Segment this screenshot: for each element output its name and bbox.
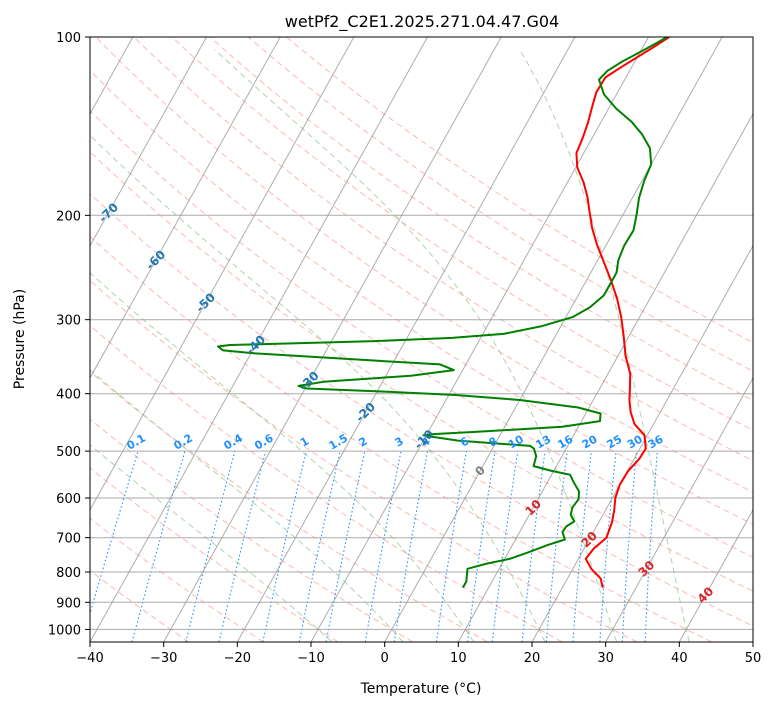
x-axis-ticks: −40 −30 −20 −10 0 10 20 30 40 50 — [76, 642, 761, 666]
mixing-ratio-line — [521, 451, 546, 642]
y-axis-ticks: 100 200 300 400 500 600 700 800 900 1000 — [48, 31, 90, 638]
mixing-ratio-line — [545, 451, 568, 642]
isotherm — [531, 244, 753, 642]
x-tick-label: 10 — [450, 651, 467, 666]
y-tick-label: 400 — [56, 388, 81, 403]
isotherm — [605, 376, 753, 642]
isotherm — [90, 37, 428, 642]
y-tick-label: 300 — [56, 314, 81, 329]
isotherm — [310, 37, 649, 642]
profile-lines — [217, 37, 670, 589]
x-axis-label: Temperature (°C) — [360, 681, 482, 697]
temperature-profile — [575, 37, 670, 588]
x-tick-label: −10 — [297, 651, 324, 666]
dry-adiabat — [90, 235, 712, 642]
dry-adiabat — [209, 37, 753, 401]
isobars — [90, 37, 753, 630]
y-tick-label: 700 — [56, 532, 81, 547]
y-tick-label: 800 — [56, 566, 81, 581]
dry-adiabats — [90, 37, 753, 642]
dry-adiabat — [90, 467, 339, 642]
mixing-ratio-line — [218, 450, 267, 642]
dry-adiabat — [247, 37, 753, 372]
x-tick-label: 0 — [381, 651, 389, 666]
dry-adiabat — [90, 69, 753, 525]
dry-adiabat — [90, 151, 753, 592]
mixing-ratio-line — [435, 451, 468, 642]
y-tick-label: 200 — [56, 209, 81, 224]
mixing-ratio-line — [131, 450, 186, 642]
dry-adiabat — [286, 37, 753, 344]
dry-adiabat — [90, 517, 264, 642]
dewpoint-profile — [217, 37, 668, 589]
mixing-ratio-line — [393, 450, 429, 642]
x-tick-label: −40 — [76, 651, 103, 666]
chart-title: wetPf2_C2E1.2025.271.04.47.G04 — [285, 12, 559, 32]
mixing-ratio-line — [364, 450, 402, 642]
mixing-ratio-line — [298, 450, 341, 642]
isotherm — [384, 37, 723, 642]
mixing-ratio-line — [466, 451, 496, 642]
mixing-ratio-lines — [90, 450, 658, 642]
dry-adiabat — [90, 371, 488, 642]
x-tick-label: −20 — [224, 651, 251, 666]
y-tick-label: 100 — [56, 31, 81, 46]
x-tick-label: 30 — [597, 651, 614, 666]
moist-adiabat — [90, 134, 546, 642]
plot-frame — [89, 36, 754, 643]
moist-adiabat — [90, 444, 333, 642]
y-tick-label: 600 — [56, 492, 81, 507]
dry-adiabat — [90, 110, 753, 558]
x-tick-label: −30 — [150, 651, 177, 666]
isotherm — [90, 37, 281, 379]
y-tick-label: 900 — [56, 596, 81, 611]
isotherm — [90, 37, 355, 511]
y-tick-label: 500 — [56, 445, 81, 460]
isotherm — [678, 508, 753, 642]
y-axis-label: Pressure (hPa) — [12, 289, 28, 389]
x-tick-label: 50 — [745, 651, 762, 666]
isotherm — [90, 37, 207, 247]
isotherm — [457, 112, 753, 642]
dry-adiabat — [90, 324, 563, 642]
moist-adiabat — [90, 272, 475, 642]
mixing-ratio-line — [491, 451, 519, 642]
moist-adiabat — [214, 49, 618, 642]
dry-adiabat — [171, 37, 753, 431]
y-tick-label: 1000 — [48, 623, 81, 638]
mixing-ratio-line — [185, 450, 236, 642]
mixing-ratio-line — [262, 450, 307, 642]
isotherm — [163, 37, 502, 642]
dry-adiabat — [90, 193, 753, 627]
mixing-ratio-line — [325, 450, 366, 642]
mixing-ratio-line — [90, 450, 139, 616]
x-tick-label: 40 — [671, 651, 688, 666]
x-tick-label: 20 — [524, 651, 541, 666]
